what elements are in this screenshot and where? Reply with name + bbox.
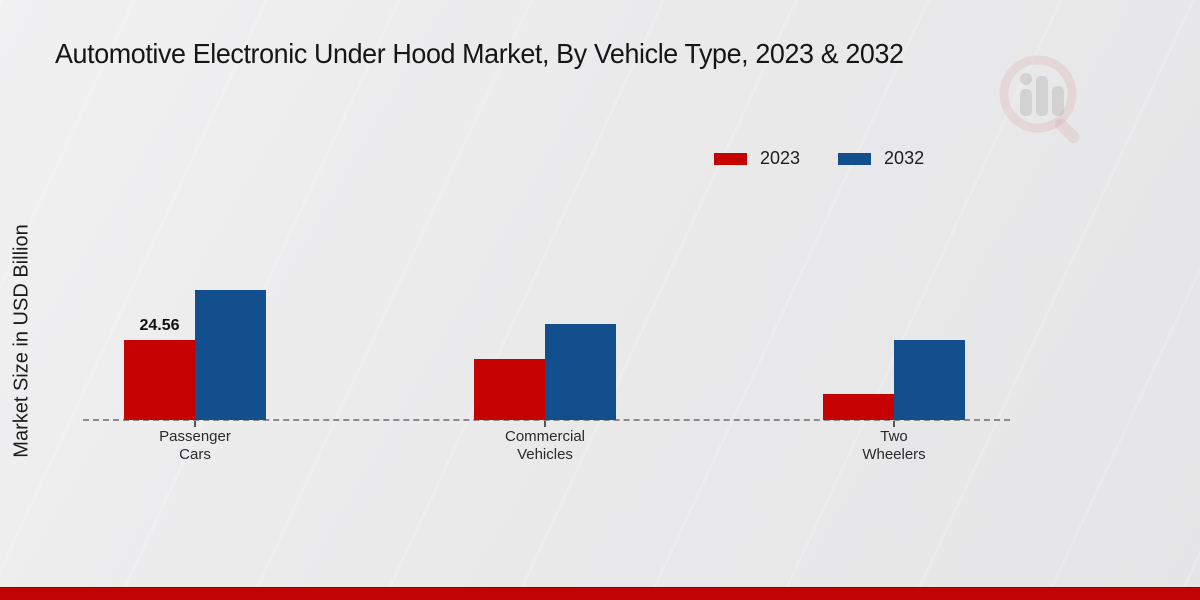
bar-2032-passenger-cars	[195, 290, 266, 420]
legend: 2023 2032	[714, 148, 924, 169]
x-axis-tick	[893, 421, 895, 427]
chart-title: Automotive Electronic Under Hood Market,…	[55, 38, 904, 69]
x-axis-tick	[544, 421, 546, 427]
legend-label-2023: 2023	[760, 148, 801, 168]
bar-2023-passenger-cars	[124, 340, 195, 420]
category-label-two-wheelers: Two Wheelers	[862, 428, 926, 463]
category-label-commercial-vehicles: Commercial Vehicles	[504, 428, 585, 463]
category-label-passenger-cars: Passenger Cars	[159, 428, 231, 463]
x-axis-baseline	[83, 419, 1010, 421]
bar-2032-commercial-vehicles	[545, 324, 616, 420]
legend-swatch-2032	[838, 152, 872, 165]
bar-2023-two-wheelers	[823, 394, 894, 420]
market-research-logo-watermark	[999, 55, 1080, 144]
footer-accent-bar	[0, 587, 1200, 600]
bar-2032-two-wheelers	[894, 340, 965, 420]
data-label-passenger-cars-2023: 24.56	[139, 317, 180, 334]
legend-item-2032: 2032	[838, 148, 924, 169]
legend-item-2023: 2023	[714, 148, 800, 169]
x-axis-tick	[194, 421, 196, 427]
legend-swatch-2023	[714, 152, 747, 165]
legend-label-2032: 2032	[884, 148, 925, 168]
bar-2023-commercial-vehicles	[474, 359, 545, 420]
